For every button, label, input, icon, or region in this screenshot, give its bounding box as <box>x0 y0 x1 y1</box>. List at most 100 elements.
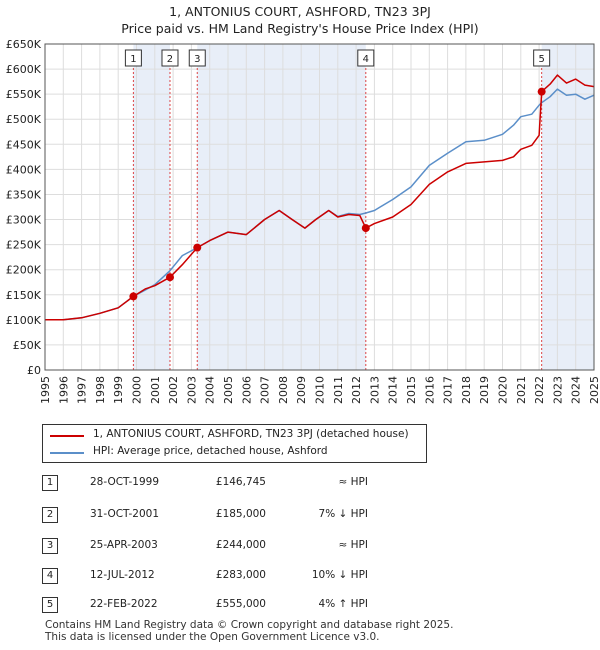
y-tick-label: £250K <box>6 239 42 252</box>
table-row: 5 22-FEB-2022 £555,000 4% ↑ HPI <box>42 597 600 613</box>
x-tick-label: 2023 <box>551 376 564 404</box>
legend-label-property: 1, ANTONIUS COURT, ASHFORD, TN23 3PJ (de… <box>93 428 409 440</box>
property-price-line <box>45 74 595 321</box>
table-row: 4 12-JUL-2012 £283,000 10% ↓ HPI <box>42 568 600 584</box>
y-tick-label: £550K <box>6 88 42 101</box>
sale-point <box>193 243 202 252</box>
sale-date: 12-JUL-2012 <box>90 569 155 581</box>
x-tick-label: 1996 <box>57 376 70 404</box>
x-tick-label: 2014 <box>387 376 400 404</box>
sale-price: £244,000 <box>215 539 266 551</box>
plot-frame <box>44 43 595 371</box>
sale-hpi-comparison: ≈ HPI <box>338 476 368 488</box>
hpi-line <box>45 88 595 321</box>
sale-price: £146,745 <box>215 476 266 488</box>
sale-point <box>537 87 546 96</box>
x-tick-label: 2012 <box>350 376 363 404</box>
footer: Contains HM Land Registry data © Crown c… <box>45 619 453 643</box>
x-tick-label: 2000 <box>131 376 144 404</box>
sale-label-box <box>124 49 142 67</box>
x-tick-label: 2003 <box>185 376 198 404</box>
x-tick-label: 2006 <box>240 376 253 404</box>
sale-label-box <box>161 49 179 67</box>
y-tick-label: £50K <box>13 339 42 352</box>
sale-number-badge: 1 <box>42 475 58 491</box>
x-tick-label: 2018 <box>460 376 473 404</box>
legend-swatch-hpi <box>50 452 84 454</box>
table-row: 3 25-APR-2003 £244,000 ≈ HPI <box>42 538 600 554</box>
table-row: 2 31-OCT-2001 £185,000 7% ↓ HPI <box>42 507 600 523</box>
x-tick-label: 1998 <box>94 376 107 404</box>
shaded-span <box>541 44 594 370</box>
x-tick-label: 2020 <box>497 376 510 404</box>
sale-price: £555,000 <box>215 598 266 610</box>
y-tick-label: £300K <box>6 214 42 227</box>
x-tick-label: 2015 <box>405 376 418 404</box>
sale-number-badge: 4 <box>42 568 58 584</box>
sale-point <box>129 292 138 301</box>
y-tick-label: £600K <box>6 63 42 76</box>
x-tick-label: 1999 <box>112 376 125 404</box>
y-tick-label: £0 <box>27 364 41 377</box>
x-tick-label: 2021 <box>515 376 528 404</box>
sale-hpi-comparison: 4% ↑ HPI <box>318 598 368 610</box>
x-tick-label: 2004 <box>204 376 217 404</box>
y-tick-label: £100K <box>6 314 42 327</box>
sale-label-box <box>188 49 206 67</box>
x-tick-label: 2009 <box>295 376 308 404</box>
x-tick-label: 2016 <box>423 376 436 404</box>
chart-title: 1, ANTONIUS COURT, ASHFORD, TN23 3PJ <box>169 4 431 19</box>
y-tick-label: £650K <box>6 38 42 51</box>
y-tick-label: £200K <box>6 264 42 277</box>
x-tick-label: 2011 <box>332 376 345 404</box>
sale-label-text: 4 <box>363 54 369 65</box>
sale-label-box <box>533 49 551 67</box>
sale-label-text: 1 <box>130 54 136 65</box>
price-chart: 1 2 3 4 5 £0 £50K £100K £150K £200K £250K £300K £35… <box>6 38 600 404</box>
sale-hpi-comparison: 10% ↓ HPI <box>311 569 368 581</box>
x-tick-label: 2019 <box>478 376 491 404</box>
x-tick-label: 2007 <box>259 376 272 404</box>
sale-hpi-comparison: ≈ HPI <box>338 539 368 551</box>
x-tick-label: 2010 <box>314 376 327 404</box>
x-tick-label: 2013 <box>368 376 381 404</box>
x-tick-label: 2017 <box>442 376 455 404</box>
sale-label-box <box>357 49 375 67</box>
legend: 1, ANTONIUS COURT, ASHFORD, TN23 3PJ (de… <box>42 424 427 463</box>
chart-subtitle: Price paid vs. HM Land Registry's House … <box>121 21 479 36</box>
sale-number-badge: 5 <box>42 597 58 613</box>
sale-price: £283,000 <box>215 569 266 581</box>
legend-swatch-property <box>50 435 84 437</box>
sale-date: 22-FEB-2022 <box>90 598 158 610</box>
x-tick-label: 2022 <box>533 376 546 404</box>
footer-licence: This data is licensed under the Open Gov… <box>45 631 380 643</box>
sale-number-badge: 2 <box>42 507 58 523</box>
shaded-span <box>133 44 170 370</box>
sale-date: 31-OCT-2001 <box>90 508 159 520</box>
sale-date: 25-APR-2003 <box>90 539 158 551</box>
table-row: 1 28-OCT-1999 £146,745 ≈ HPI <box>42 475 600 491</box>
x-tick-label: 1995 <box>39 376 52 404</box>
x-tick-label: 2024 <box>570 376 583 404</box>
y-tick-label: £400K <box>6 163 42 176</box>
x-tick-label: 2002 <box>167 376 180 404</box>
x-tick-label: 2001 <box>149 376 162 404</box>
sale-label-text: 2 <box>167 54 173 65</box>
y-tick-label: £500K <box>6 113 42 126</box>
x-tick-label: 2008 <box>277 376 290 404</box>
y-tick-label: £450K <box>6 138 42 151</box>
sale-price: £185,000 <box>215 508 266 520</box>
footer-copyright: Contains HM Land Registry data © Crown c… <box>45 619 454 631</box>
chart-title-block: 1, ANTONIUS COURT, ASHFORD, TN23 3PJ Pri… <box>0 3 600 37</box>
sale-date: 28-OCT-1999 <box>90 476 159 488</box>
shaded-span <box>197 44 366 370</box>
sale-hpi-comparison: 7% ↓ HPI <box>318 508 368 520</box>
sale-label-text: 5 <box>538 54 544 65</box>
legend-label-hpi: HPI: Average price, detached house, Ashf… <box>93 445 328 457</box>
x-tick-label: 1997 <box>76 376 89 404</box>
y-tick-label: £150K <box>6 289 42 302</box>
x-tick-label: 2005 <box>222 376 235 404</box>
x-tick-label: 2025 <box>588 376 600 404</box>
sale-point <box>361 224 370 233</box>
y-tick-label: £350K <box>6 188 42 201</box>
